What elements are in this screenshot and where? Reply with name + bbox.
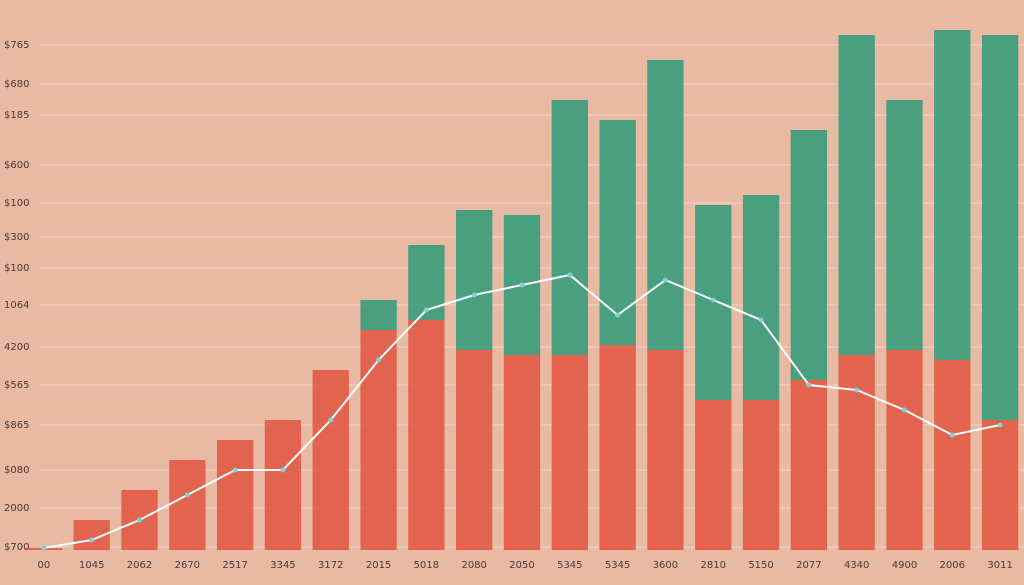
bar: [647, 60, 684, 350]
x-tick-label: 4900: [892, 560, 917, 571]
bar: [838, 35, 875, 355]
line-point: [662, 277, 668, 283]
y-tick-label: $080: [4, 465, 29, 476]
bar: [790, 380, 828, 550]
bar: [360, 300, 397, 330]
bar: [742, 400, 780, 550]
line-point: [41, 545, 47, 551]
bar: [886, 100, 923, 350]
x-tick-label: 2080: [461, 560, 486, 571]
y-tick-label: $565: [4, 380, 29, 391]
line-point: [758, 317, 764, 323]
bar: [695, 205, 732, 400]
line-point: [471, 292, 477, 298]
line-point: [615, 312, 621, 318]
x-tick-label: 2062: [127, 560, 152, 571]
x-tick-label: 2810: [701, 560, 726, 571]
bar: [742, 195, 780, 400]
y-tick-label: $600: [4, 160, 29, 171]
y-tick-label: 2000: [4, 503, 29, 514]
x-tick-label: 1045: [79, 560, 104, 571]
y-tick-label: 4200: [4, 342, 29, 353]
bar: [408, 320, 445, 550]
x-tick-label: 00: [38, 560, 51, 571]
line-point: [519, 282, 525, 288]
x-tick-label: 2050: [509, 560, 534, 571]
bar: [981, 35, 1019, 420]
x-tick-label: 2670: [175, 560, 200, 571]
bar: [790, 130, 828, 380]
y-tick-label: 1064: [4, 300, 29, 311]
bar: [886, 350, 923, 550]
bar: [551, 100, 588, 355]
x-tick-label: 2015: [366, 560, 391, 571]
y-tick-label: $100: [4, 263, 29, 274]
bar: [695, 400, 732, 550]
y-tick-label: $700: [4, 542, 29, 553]
line-point: [567, 272, 573, 278]
x-tick-label: 3345: [270, 560, 295, 571]
bar: [838, 355, 875, 550]
bar: [408, 245, 445, 320]
x-tick-label: 3172: [318, 560, 343, 571]
y-tick-label: $300: [4, 232, 29, 243]
line-point: [423, 307, 429, 313]
line-point: [710, 297, 716, 303]
bar: [551, 355, 588, 550]
line-point: [949, 432, 955, 438]
bar: [216, 440, 254, 550]
y-tick-label: $865: [4, 420, 29, 431]
y-tick-label: $765: [4, 40, 29, 51]
x-tick-label: 4340: [844, 560, 869, 571]
bar: [934, 30, 971, 360]
bar: [264, 420, 302, 550]
line-point: [901, 407, 907, 413]
y-tick-label: $185: [4, 110, 29, 121]
line-point: [854, 387, 860, 393]
x-tick-label: 2006: [940, 560, 965, 571]
line-point: [997, 422, 1003, 428]
line-point: [89, 537, 95, 543]
line-point: [280, 467, 286, 473]
x-tick-label: 3600: [653, 560, 678, 571]
bar: [169, 460, 206, 550]
line-point: [184, 492, 190, 498]
x-tick-label: 5018: [414, 560, 439, 571]
bar: [981, 420, 1019, 550]
x-tick-label: 5345: [557, 560, 582, 571]
x-tick-label: 5150: [748, 560, 773, 571]
x-tick-label: 3011: [987, 560, 1012, 571]
bar: [647, 350, 684, 550]
y-tick-label: $680: [4, 79, 29, 90]
bar: [599, 120, 636, 345]
x-tick-label: 2517: [222, 560, 247, 571]
line-point: [806, 382, 812, 388]
bar: [456, 210, 493, 350]
line-point: [328, 417, 334, 423]
bar: [599, 345, 636, 550]
bar: [456, 350, 493, 550]
line-point: [232, 467, 238, 473]
bar: [934, 360, 971, 550]
y-tick-label: $100: [4, 198, 29, 209]
bar: [503, 355, 541, 550]
x-tick-label: 2077: [796, 560, 821, 571]
bar: [312, 370, 349, 550]
x-tick-label: 5345: [605, 560, 630, 571]
line-point: [376, 357, 382, 363]
bar: [360, 330, 397, 550]
line-point: [137, 517, 143, 523]
